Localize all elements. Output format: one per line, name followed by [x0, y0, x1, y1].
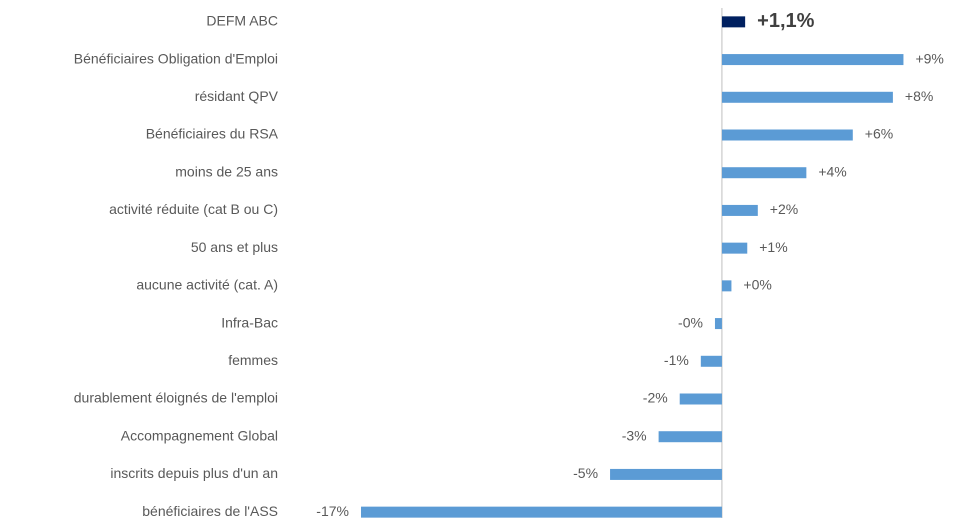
y-tick-label: Infra-Bac	[221, 314, 278, 330]
y-tick-label: Accompagnement Global	[121, 427, 278, 443]
bar	[658, 431, 722, 443]
bar	[721, 204, 758, 216]
y-tick-label: durablement éloignés de l'emploi	[74, 390, 278, 406]
y-tick-label: femmes	[228, 352, 278, 368]
bar	[360, 506, 722, 518]
y-tick-label: moins de 25 ans	[175, 163, 278, 179]
bar	[610, 468, 722, 480]
y-tick-label: 50 ans et plus	[191, 239, 278, 255]
data-label: -5%	[573, 465, 598, 481]
bar	[721, 280, 732, 292]
y-tick-label: Bénéficiaires Obligation d'Emploi	[74, 50, 278, 66]
data-label: -3%	[622, 427, 647, 443]
y-tick-label: bénéficiaires de l'ASS	[142, 503, 278, 519]
bar	[700, 355, 722, 367]
data-label: +1%	[759, 239, 787, 255]
bar	[721, 54, 904, 66]
y-tick-label: inscrits depuis plus d'un an	[110, 465, 278, 481]
data-label: +8%	[905, 88, 933, 104]
y-tick-label: DEFM ABC	[206, 13, 278, 29]
y-tick-label: activité réduite (cat B ou C)	[109, 201, 278, 217]
bar	[721, 167, 807, 179]
bar	[721, 242, 748, 254]
bar	[721, 16, 746, 28]
y-tick-label: Bénéficiaires du RSA	[146, 126, 279, 142]
data-label: +9%	[915, 50, 943, 66]
data-label: +4%	[818, 163, 846, 179]
data-label: -1%	[664, 352, 689, 368]
data-label: +0%	[743, 277, 771, 293]
y-tick-label: aucune activité (cat. A)	[136, 277, 278, 293]
data-label: -0%	[678, 314, 703, 330]
y-tick-label: résidant QPV	[195, 88, 279, 104]
data-label: -2%	[643, 390, 668, 406]
bar	[714, 318, 722, 330]
bar	[721, 91, 893, 103]
data-label: +2%	[770, 201, 798, 217]
data-label: +6%	[865, 126, 893, 142]
data-label: +1,1%	[757, 10, 814, 32]
data-label: -17%	[316, 503, 349, 519]
bar	[679, 393, 722, 405]
bar	[721, 129, 853, 141]
